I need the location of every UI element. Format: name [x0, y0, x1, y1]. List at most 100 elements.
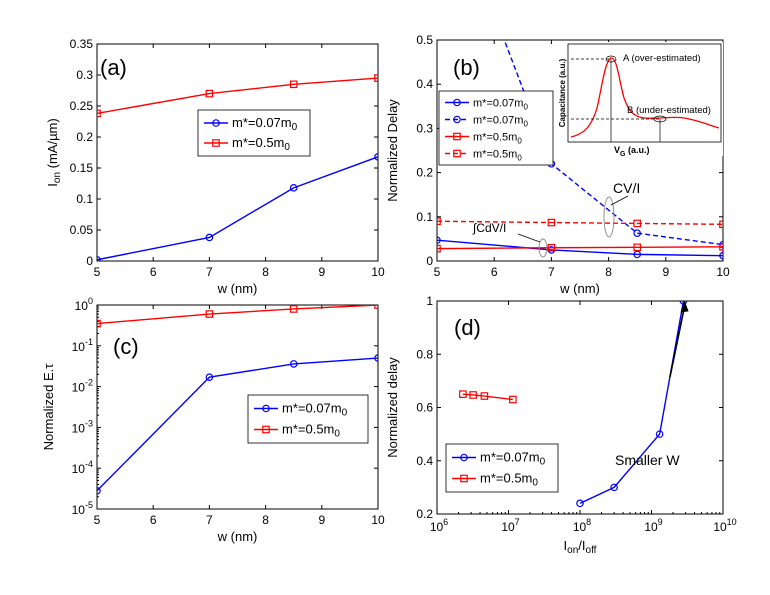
series-line: [97, 156, 378, 261]
annotation-ellipse: [538, 238, 548, 258]
series-1: [97, 74, 378, 118]
data-point: [97, 255, 101, 261]
legend-box: [445, 443, 559, 493]
panel-label: (c): [113, 334, 139, 359]
x-tick-label: 10: [716, 265, 730, 279]
data-point: [633, 243, 642, 252]
y-tick-label: 0.2: [76, 130, 93, 144]
data-point: [633, 250, 642, 259]
data-point: [205, 89, 214, 98]
data-point: [289, 360, 298, 368]
x-axis-label: w (nm): [217, 281, 258, 296]
data-point: [610, 483, 618, 492]
y-tick-label: 0.4: [416, 77, 433, 91]
series-line: [97, 77, 378, 115]
series-0: [97, 153, 378, 261]
legend-marker: [212, 139, 220, 147]
legend-marker: [262, 404, 270, 413]
inset-label-a: A (over-estimated): [623, 53, 701, 64]
y-tick-label: 0.15: [70, 161, 94, 175]
y-tick-label: 0.35: [70, 37, 94, 51]
data-point: [633, 229, 642, 237]
legend-box: [197, 109, 311, 157]
legend-label: m*=0.07m0: [232, 115, 298, 133]
legend-label: m*=0.5m0: [232, 135, 290, 153]
y-tick-label: 0.4: [416, 454, 433, 468]
legend-label: m*=0.07m0: [282, 401, 348, 419]
data-point: [437, 236, 441, 245]
data-point: [719, 251, 723, 260]
series-line: [97, 305, 378, 325]
data-point: [633, 219, 642, 228]
data-point: [97, 319, 101, 328]
y-tick-label: 0.1: [416, 210, 433, 224]
y-tick-label: 1: [426, 294, 433, 308]
x-tick-label: 108: [573, 517, 591, 534]
data-point: [469, 391, 477, 399]
legend-marker: [262, 425, 270, 434]
inset-marker-b: [653, 115, 667, 123]
x-tick-label: 5: [94, 265, 101, 279]
data-point: [289, 305, 298, 313]
panel-a: 5 6 7 8 9 10 0 0.05 0.1 0.15 0.2 0.25 0.3 0.35 w (nm) I…: [45, 37, 385, 296]
x-tick-label: 6: [150, 513, 157, 527]
y-tick-label: 0.25: [70, 99, 94, 113]
annotation-leader: [517, 233, 541, 243]
legend-label: m*=0.07m0: [480, 450, 546, 468]
x-tick-label: 107: [501, 517, 519, 534]
x-axis-label: w (nm): [559, 281, 600, 296]
inset-marker-a: [605, 55, 617, 63]
legend-marker: [460, 474, 468, 483]
x-tick-label: 9: [318, 265, 325, 279]
x-tick-label: 7: [548, 265, 555, 279]
x-tick-label: 109: [644, 517, 662, 534]
y-tick-label: 0.8: [416, 347, 433, 361]
x-tick-label: 106: [430, 517, 448, 534]
series-1: [459, 390, 517, 404]
x-tick-label: 5: [94, 513, 101, 527]
legend-marker: [453, 132, 461, 141]
data-point: [719, 220, 723, 229]
data-point: [547, 243, 556, 252]
series-line: [437, 246, 723, 250]
x-tick-label: 10: [371, 265, 385, 279]
plot-frame: [96, 304, 379, 510]
series-2: [437, 243, 723, 253]
legend-label: m*=0.07m0: [473, 115, 528, 129]
series-3: [437, 217, 723, 229]
inset-curve: [570, 57, 720, 138]
x-tick-label: 6: [150, 265, 157, 279]
y-tick-label: 100: [75, 296, 93, 313]
data-point: [97, 109, 101, 118]
y-axis-label: Ion (mA/µm): [45, 118, 63, 186]
annotation-integral: ∫CdV/I: [472, 221, 506, 235]
x-axis-label: Ion/Ioff: [564, 538, 597, 556]
inset-y-label: Capacitance (a.u.): [558, 58, 567, 127]
x-tick-label: 9: [318, 513, 325, 527]
legend-label: m*=0.5m0: [282, 422, 340, 440]
legend-marker: [453, 98, 461, 107]
y-tick-label: 0.3: [76, 68, 93, 82]
x-tick-label: 1010: [713, 517, 736, 534]
data-point: [205, 310, 214, 318]
y-tick-label: 10-2: [72, 378, 93, 395]
inset-label-b: B (under-estimated): [627, 105, 711, 116]
panel-d: 106 107 108 109 1010 0.2 0.4 0.6 0.8 1 Ion/Ioff Nor…: [385, 294, 737, 556]
series-line: [462, 393, 513, 401]
panel-label: (b): [453, 55, 480, 80]
series-0: [576, 301, 688, 508]
data-point: [480, 392, 489, 400]
data-point: [205, 373, 214, 381]
x-axis-label: w (nm): [217, 529, 258, 544]
y-tick-label: 0.6: [416, 401, 433, 415]
plot-frame: [96, 43, 379, 262]
x-tick-label: 7: [206, 265, 213, 279]
x-tick-label: 7: [206, 513, 213, 527]
x-tick-label: 8: [262, 513, 269, 527]
panel-b: 5 6 7 8 9 10 0 0.1 0.2 0.3 0.4 0.5 w (nm) Normalized …: [385, 33, 730, 296]
y-tick-label: 0.05: [70, 223, 94, 237]
x-tick-label: 8: [262, 265, 269, 279]
series-line: [579, 301, 685, 504]
legend-label: m*=0.5m0: [473, 132, 522, 146]
data-point: [655, 430, 664, 438]
